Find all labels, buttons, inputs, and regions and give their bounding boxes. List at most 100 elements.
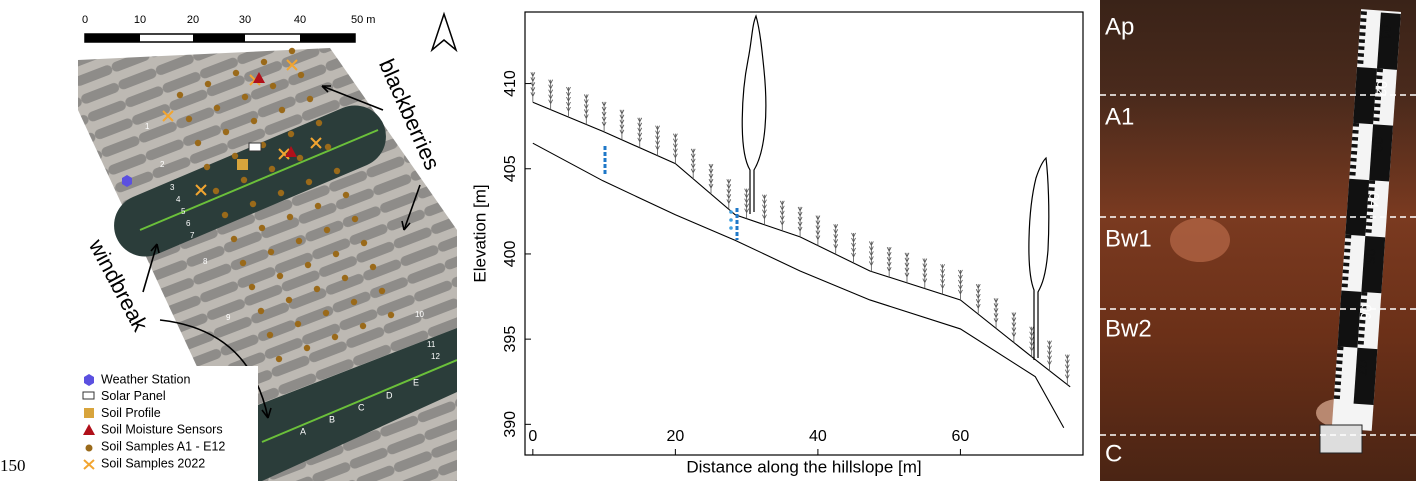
- scale-label: 20: [187, 14, 199, 26]
- sensor: [729, 210, 733, 214]
- sample-point: [286, 213, 294, 221]
- tape-tick: [1349, 171, 1356, 176]
- horizon-label: Bw2: [1105, 315, 1152, 342]
- row-label: 11: [427, 340, 436, 349]
- chart: 390 395 400 405 410 0 20 40 60 Distance along the…: [470, 70, 1071, 476]
- sample-point: [185, 115, 193, 123]
- tape-label: 01: [1377, 24, 1394, 41]
- shrub: [566, 86, 571, 118]
- tape-tick: [1359, 319, 1366, 324]
- sample-point: [221, 211, 229, 219]
- tape-tick: [1336, 353, 1344, 358]
- plot-label: B: [329, 414, 335, 424]
- tape-tick: [1358, 326, 1365, 331]
- shrub: [779, 200, 785, 231]
- tape-tick: [1360, 298, 1367, 303]
- shrub: [619, 109, 625, 140]
- row-label: 6: [186, 219, 191, 228]
- tape-tick: [1344, 241, 1351, 246]
- legend-box: [75, 366, 258, 481]
- y-tick-label: 410: [502, 70, 519, 97]
- y-tick-label: 390: [502, 411, 519, 438]
- tape-tick: [1343, 262, 1350, 267]
- sample-point: [332, 250, 340, 258]
- sample-point: [269, 82, 277, 90]
- stone: [1170, 218, 1230, 262]
- tape-tick: [1337, 346, 1344, 351]
- scale-bar: [84, 33, 356, 43]
- tape-tick: [1360, 18, 1367, 23]
- legend-label: Weather Station: [101, 372, 190, 386]
- plot-label: D: [386, 390, 393, 400]
- sample-point: [203, 163, 211, 171]
- sample-point: [268, 165, 276, 173]
- plot-label: A: [300, 426, 306, 436]
- sample-point: [333, 167, 341, 175]
- row-label: 3: [170, 183, 175, 192]
- tape-tick: [1351, 143, 1358, 148]
- row-label: 12: [431, 352, 440, 361]
- shrub: [904, 252, 910, 283]
- shrub: [655, 125, 660, 156]
- row-label: 2: [160, 160, 165, 169]
- shrub: [762, 194, 767, 225]
- sample-2022: [278, 148, 290, 160]
- tape-tick: [1357, 53, 1365, 57]
- sample-point: [359, 322, 367, 330]
- arrow: [159, 319, 269, 419]
- tape-tick: [1365, 229, 1372, 233]
- horizon-label: Ap: [1105, 13, 1134, 40]
- tape-tick: [1358, 46, 1365, 50]
- sample-point: [213, 104, 221, 112]
- tape-tick: [1376, 68, 1383, 73]
- shrub: [530, 72, 536, 103]
- shrub: [886, 246, 892, 278]
- shrub: [1029, 326, 1035, 357]
- tape-tick: [1367, 194, 1375, 199]
- y-tick-label: 405: [502, 155, 519, 182]
- tape-tick: [1357, 60, 1364, 64]
- sample-point: [250, 117, 258, 125]
- sensor: [729, 218, 733, 222]
- tape-tick: [1352, 122, 1360, 127]
- sample-point: [249, 200, 257, 208]
- shrub: [583, 94, 589, 125]
- sample-point: [287, 130, 295, 138]
- sample-point: [230, 235, 238, 243]
- legend-symbol: [84, 374, 94, 386]
- tape-segment: [1337, 290, 1362, 348]
- tape-tick: [1357, 340, 1364, 345]
- shrub: [548, 79, 554, 110]
- sample-point: [295, 237, 303, 245]
- tape-tick: [1334, 388, 1341, 393]
- tape-label: 02: [1373, 80, 1390, 97]
- sample-points: [122, 47, 395, 363]
- tape-tick: [1368, 180, 1376, 185]
- plot-frame: [524, 11, 1084, 456]
- sample-2022: [310, 137, 322, 149]
- tape-tick: [1335, 367, 1343, 372]
- arrows: [142, 85, 421, 419]
- windbreak-line: [261, 359, 457, 443]
- tape-tick: [1374, 96, 1382, 101]
- arrow-head: [150, 243, 160, 254]
- shrub: [975, 283, 981, 315]
- tape-tick: [1342, 276, 1349, 281]
- sample-point: [277, 189, 285, 197]
- tape-tick: [1368, 187, 1375, 192]
- tape-tick: [1349, 164, 1357, 169]
- tape-tick: [1367, 201, 1374, 206]
- tape-tick: [1376, 75, 1383, 80]
- x-tick-label: 60: [952, 428, 970, 445]
- tape-tick: [1375, 82, 1383, 87]
- scale-label: 50 m: [351, 14, 375, 26]
- legend-label: Soil Profile: [101, 406, 161, 420]
- tape-tick: [1361, 291, 1368, 296]
- shrub: [1064, 354, 1070, 385]
- sample-point: [342, 191, 350, 199]
- tape-end: [1319, 424, 1363, 454]
- sample-point: [257, 307, 265, 315]
- sample-point: [278, 106, 286, 114]
- tape-tick: [1343, 255, 1350, 260]
